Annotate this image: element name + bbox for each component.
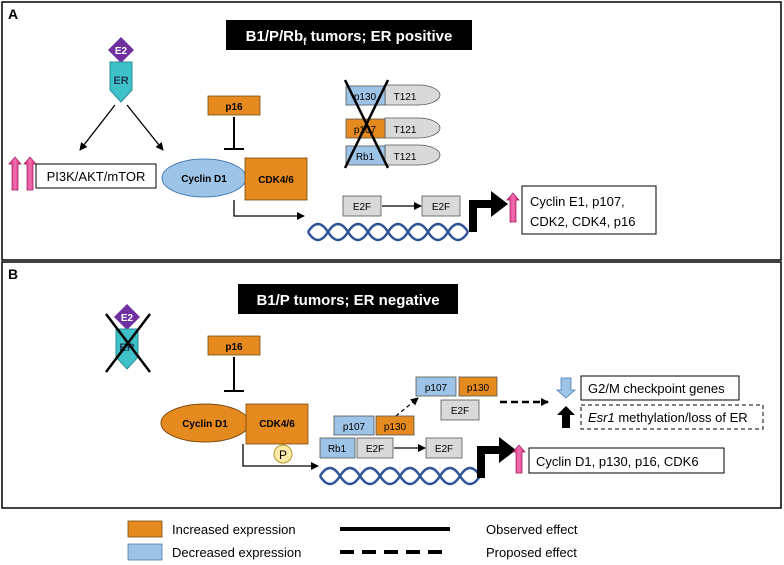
e2f-label: E2F: [432, 202, 450, 213]
complex-to-dna-arrow: [242, 444, 319, 470]
e2f-box: [342, 195, 382, 217]
targets-box: [521, 185, 657, 235]
e2f-box: [356, 437, 394, 459]
panel-a-letter: A: [8, 6, 18, 22]
legend-observed-label: Observed effect: [486, 522, 578, 537]
p16-box: [207, 335, 261, 356]
legend-decreased-swatch: [127, 543, 163, 561]
up-arrow-icon: [506, 192, 520, 223]
legend-increased-swatch: [127, 520, 163, 538]
targets-line: Cyclin D1, p130, p16, CDK6: [536, 454, 699, 469]
esr1-box: [580, 404, 764, 430]
pathway-box: [35, 163, 157, 189]
er-to-pathway-arrow: [79, 104, 116, 151]
legend: Increased expression Decreased expressio…: [127, 520, 578, 561]
e2-label: E2: [115, 46, 128, 57]
panel-a-title: B1/P/Rbf tumors; ER positive: [246, 28, 453, 48]
legend-increased-label: Increased expression: [172, 522, 296, 537]
cdk46-box: [244, 157, 308, 201]
cdk46-box: [245, 403, 309, 445]
e2f-label: E2F: [451, 406, 469, 417]
cdk46-label: CDK4/6: [258, 175, 294, 186]
panel-a-title-box: [226, 20, 472, 50]
legend-proposed-label: Proposed effect: [486, 545, 577, 560]
p130-box: [458, 376, 498, 397]
e2f-box: [421, 195, 461, 217]
complex-to-dna-arrow: [233, 200, 305, 220]
t121-bubble: [384, 117, 441, 139]
up-arrow-icon: [557, 406, 575, 428]
phosphate-icon: [273, 444, 293, 464]
legend-decreased-label: Decreased expression: [172, 545, 301, 560]
p130-label: p130: [354, 92, 377, 103]
cyclin-d1-label: Cyclin D1: [182, 419, 228, 430]
up-arrow-icon: [512, 444, 526, 474]
p16-box: [207, 95, 261, 116]
panel-b-title-box: [238, 284, 458, 314]
p107-label: p107: [343, 422, 366, 433]
up-arrow-icon: [8, 156, 22, 191]
down-arrow-icon: [555, 377, 577, 399]
cyclin-d1-label: Cyclin D1: [181, 174, 227, 185]
t121-bubble: [384, 84, 441, 106]
er-to-cyclin-arrow: [126, 104, 164, 151]
dna-strand: [306, 222, 470, 242]
panel-b-letter: B: [8, 266, 18, 282]
g2m-box: [580, 375, 740, 401]
g2m-label: G2/M checkpoint genes: [588, 381, 725, 396]
rb1-box: [345, 145, 386, 166]
e2-label: E2: [121, 313, 134, 324]
pocket-protein-stack: p130 T121 p107 T121 Rb1 T121: [343, 79, 441, 169]
e2f-label: E2F: [435, 444, 453, 455]
p107-box: [333, 415, 375, 436]
p107-label: p107: [425, 383, 448, 394]
pathway-label: PI3K/AKT/mTOR: [47, 169, 146, 184]
cdk46-label: CDK4/6: [259, 419, 295, 430]
p107-box: [415, 376, 457, 397]
e2-diamond: [114, 304, 140, 330]
targets-box: [528, 447, 725, 474]
p130-box: [375, 415, 415, 436]
cross-out-icon: [105, 313, 151, 373]
er-label: ER: [113, 75, 128, 87]
panel-b-title: B1/P tumors; ER negative: [256, 292, 439, 309]
targets-line: Cyclin E1, p107,: [530, 194, 625, 209]
t121-label: T121: [394, 125, 417, 136]
p130-label: p130: [384, 422, 407, 433]
er-receptor: [109, 61, 133, 103]
t121-label: T121: [394, 92, 417, 103]
targets-line: CDK2, CDK4, p16: [530, 214, 636, 229]
e2f-label: E2F: [353, 202, 371, 213]
transcription-arrow-icon: [470, 437, 516, 478]
t121-bubble: [384, 144, 441, 166]
dna-strand: [318, 466, 482, 486]
panel-a: A B1/P/Rbf tumors; ER positive E2 ER PI3…: [1, 1, 782, 261]
rb1-label: Rb1: [328, 444, 347, 455]
phosphate-label: P: [279, 448, 287, 462]
p107-label: p107: [354, 125, 377, 136]
p16-label: p16: [225, 342, 243, 353]
e2f-box: [440, 399, 480, 421]
panel-b: B B1/P tumors; ER negative E2 ER p16 Cyc…: [1, 261, 782, 509]
e2f-box: [425, 437, 463, 459]
p16-label: p16: [225, 102, 243, 113]
rb1-box: [319, 437, 356, 459]
t121-label: T121: [394, 152, 417, 163]
e2f-label: E2F: [366, 444, 384, 455]
e2-diamond: [108, 37, 134, 63]
rb1-label: Rb1: [356, 152, 375, 163]
esr1-label: Esr1 methylation/loss of ER: [588, 410, 748, 425]
cross-out-icon: [343, 79, 390, 169]
up-arrow-icon: [23, 156, 37, 191]
p130-label: p130: [467, 383, 490, 394]
transcription-arrow-icon: [462, 191, 508, 232]
